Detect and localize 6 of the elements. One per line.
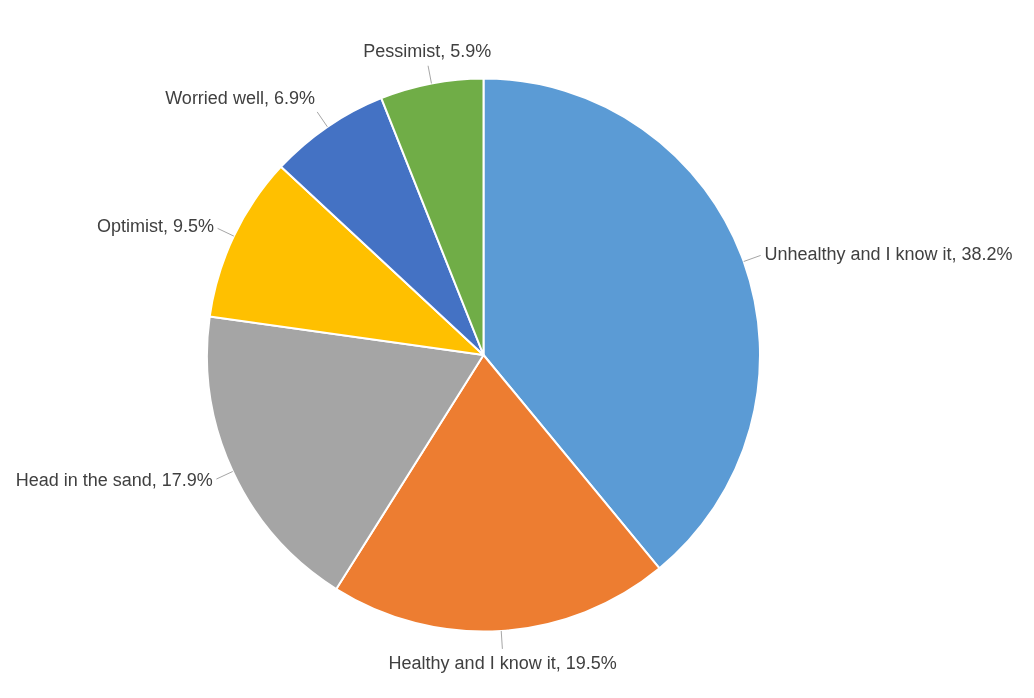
slice-label: Healthy and I know it, 19.5% [388,652,617,673]
slice-label: Head in the sand, 17.9% [15,470,213,491]
slice-label: Unhealthy and I know it, 38.2% [764,243,1013,264]
slice-label: Optimist, 9.5% [96,216,214,237]
slice-label: Worried well, 6.9% [165,87,315,108]
slice-label: Pessimist, 5.9% [363,40,492,61]
